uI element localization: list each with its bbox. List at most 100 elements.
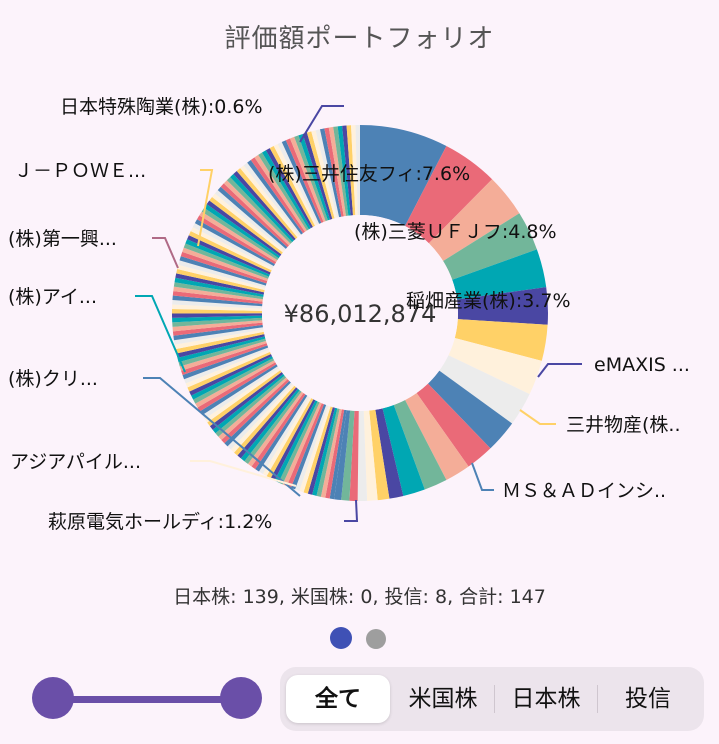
- donut-slice[interactable]: [324, 127, 344, 217]
- donut-slice[interactable]: [349, 410, 359, 501]
- donut-slice[interactable]: [177, 264, 266, 291]
- donut-slice[interactable]: [189, 353, 272, 396]
- donut-slice[interactable]: [262, 396, 312, 477]
- donut-slice[interactable]: [294, 135, 328, 222]
- donut-slice[interactable]: [206, 200, 282, 257]
- donut-slice[interactable]: [204, 368, 281, 423]
- donut-slice[interactable]: [184, 347, 270, 384]
- donut-slice[interactable]: [448, 337, 542, 395]
- donut-slice[interactable]: [351, 125, 358, 216]
- donut-slice[interactable]: [316, 408, 340, 497]
- donut-slice[interactable]: [194, 219, 276, 267]
- donut-slice[interactable]: [173, 286, 263, 302]
- donut-slice[interactable]: [306, 131, 335, 219]
- donut-slice[interactable]: [457, 287, 548, 325]
- donut-slice[interactable]: [192, 223, 274, 269]
- donut-slice[interactable]: [265, 148, 313, 229]
- donut-slice[interactable]: [197, 362, 277, 412]
- page-dot-inactive[interactable]: [366, 629, 386, 649]
- donut-slice[interactable]: [269, 145, 316, 228]
- donut-slice[interactable]: [188, 231, 272, 273]
- donut-slice[interactable]: [274, 400, 318, 483]
- slider-end-handle[interactable]: [220, 677, 262, 719]
- donut-slice[interactable]: [220, 183, 289, 248]
- donut-slice[interactable]: [329, 409, 347, 500]
- donut-slice[interactable]: [334, 410, 351, 501]
- donut-slice[interactable]: [290, 404, 327, 490]
- donut-slice[interactable]: [443, 213, 537, 280]
- donut-slice[interactable]: [172, 315, 263, 323]
- donut-slice[interactable]: [217, 186, 288, 249]
- donut-slice[interactable]: [369, 409, 390, 501]
- donut-slice[interactable]: [247, 391, 304, 467]
- donut-slice[interactable]: [416, 383, 491, 467]
- donut-slice[interactable]: [174, 329, 264, 350]
- page-dot-active[interactable]: [330, 627, 352, 649]
- portfolio-donut-chart[interactable]: ¥86,012,874 日本特殊陶業(株):0.6% Ｊ－ＰＯＷＥ... (株)…: [0, 0, 719, 560]
- donut-slice[interactable]: [346, 125, 356, 216]
- donut-slice[interactable]: [178, 260, 266, 288]
- donut-slice[interactable]: [382, 404, 425, 496]
- donut-slice[interactable]: [209, 371, 284, 430]
- donut-slice[interactable]: [176, 269, 265, 293]
- donut-slice[interactable]: [315, 129, 340, 218]
- donut-slice[interactable]: [262, 150, 311, 230]
- donut-slice[interactable]: [185, 239, 270, 277]
- donut-slice[interactable]: [302, 132, 333, 220]
- donut-slice[interactable]: [270, 399, 316, 481]
- donut-slice[interactable]: [299, 405, 331, 493]
- tab-us-stocks[interactable]: 米国株: [408, 686, 478, 712]
- donut-slice[interactable]: [230, 174, 294, 243]
- donut-slice[interactable]: [212, 373, 285, 434]
- donut-slice[interactable]: [258, 395, 310, 474]
- donut-slice[interactable]: [175, 273, 265, 295]
- donut-slice[interactable]: [303, 406, 333, 494]
- donut-slice[interactable]: [173, 327, 264, 345]
- donut-slice[interactable]: [355, 125, 360, 216]
- donut-slice[interactable]: [218, 377, 288, 440]
- donut-slice[interactable]: [428, 179, 520, 262]
- donut-slice[interactable]: [214, 190, 286, 251]
- donut-slice[interactable]: [175, 331, 265, 354]
- donut-slice[interactable]: [230, 384, 295, 453]
- tab-jp-stocks[interactable]: 日本株: [511, 686, 581, 712]
- donut-slice[interactable]: [223, 180, 291, 246]
- donut-slice[interactable]: [176, 334, 265, 358]
- donut-slice[interactable]: [341, 410, 355, 501]
- donut-slice[interactable]: [357, 410, 368, 501]
- slider-start-handle[interactable]: [32, 677, 74, 719]
- donut-slice[interactable]: [191, 356, 274, 400]
- range-slider[interactable]: [32, 677, 262, 721]
- donut-slice[interactable]: [277, 142, 320, 225]
- donut-slice[interactable]: [178, 338, 267, 367]
- donut-slice[interactable]: [254, 154, 307, 232]
- donut-slice[interactable]: [221, 379, 290, 444]
- donut-slice[interactable]: [328, 126, 347, 217]
- donut-slice[interactable]: [199, 364, 278, 416]
- donut-slice[interactable]: [171, 308, 263, 314]
- donut-slice[interactable]: [173, 282, 264, 300]
- donut-slice[interactable]: [298, 133, 331, 221]
- donut-slice[interactable]: [182, 247, 269, 282]
- donut-slice[interactable]: [251, 393, 306, 470]
- donut-slice[interactable]: [172, 320, 263, 332]
- donut-slice[interactable]: [405, 393, 469, 480]
- donut-slice[interactable]: [307, 407, 336, 495]
- donut-slice[interactable]: [250, 157, 305, 234]
- donut-slice[interactable]: [243, 162, 302, 237]
- donut-slice[interactable]: [234, 385, 297, 456]
- donut-slice[interactable]: [193, 358, 275, 404]
- donut-slice[interactable]: [325, 409, 345, 499]
- donut-slice[interactable]: [180, 251, 268, 284]
- donut-slice[interactable]: [342, 125, 353, 216]
- donut-slice[interactable]: [172, 313, 263, 318]
- donut-slice[interactable]: [201, 207, 279, 261]
- donut-slice[interactable]: [273, 143, 318, 226]
- donut-slice[interactable]: [247, 159, 304, 235]
- tab-all[interactable]: 全て: [286, 675, 390, 723]
- donut-slice[interactable]: [177, 336, 266, 363]
- donut-slice[interactable]: [174, 277, 264, 297]
- donut-slice[interactable]: [172, 291, 263, 304]
- donut-slice[interactable]: [244, 390, 302, 464]
- donut-slice[interactable]: [452, 249, 547, 300]
